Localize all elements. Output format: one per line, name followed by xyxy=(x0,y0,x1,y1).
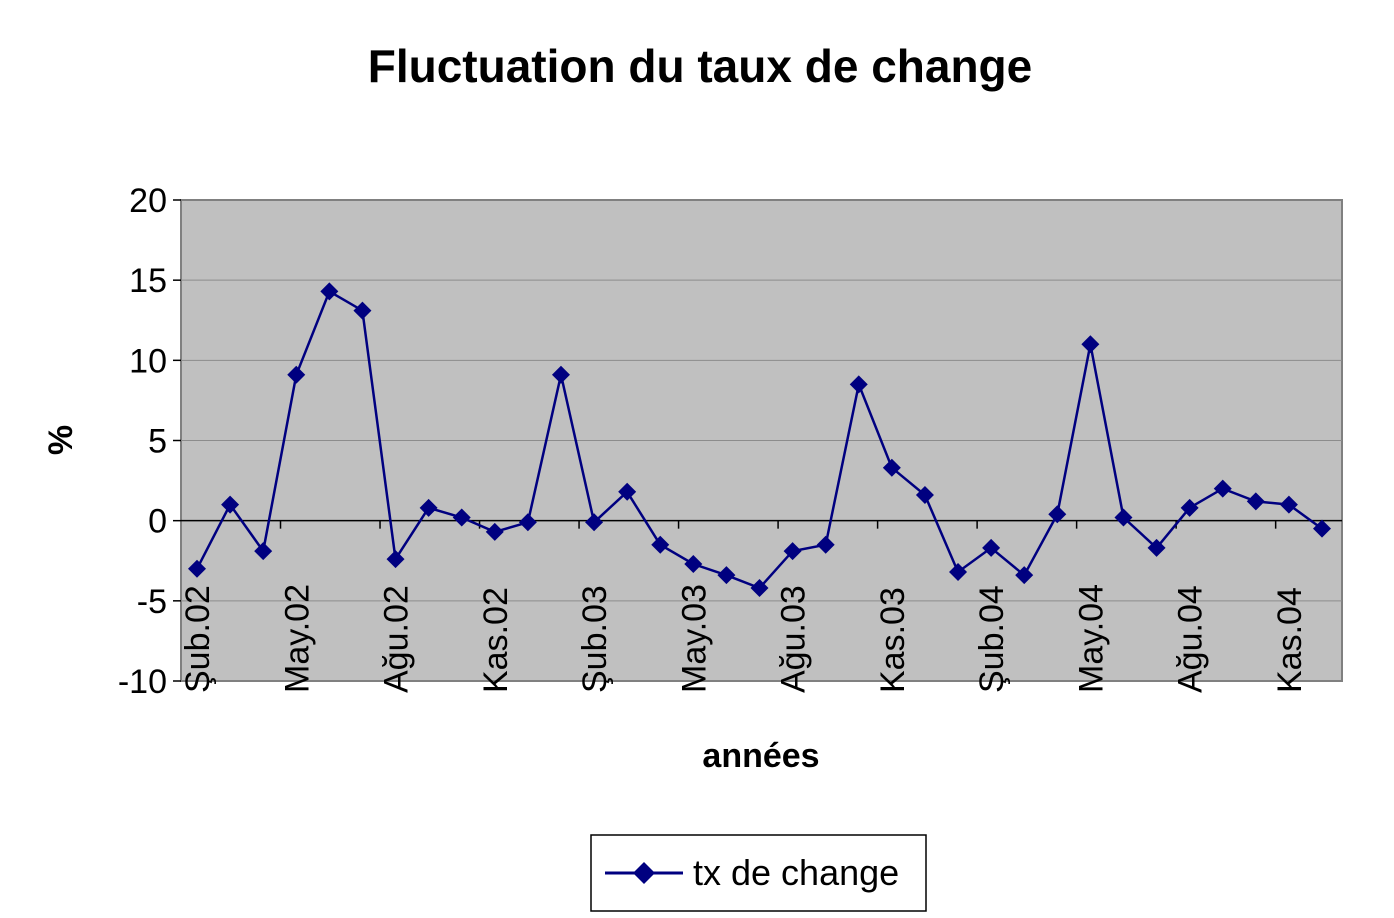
series-tx-de-change xyxy=(188,282,1331,598)
data-point xyxy=(949,562,968,581)
data-point xyxy=(254,542,273,561)
data-point xyxy=(1015,566,1034,585)
data-point xyxy=(518,513,537,532)
x-axis-ticks: Şub.02 May.02 Ağu.02 Kas.02 Şub.03 May.03 Ağu.… xyxy=(179,520,1309,693)
data-point xyxy=(1180,498,1199,517)
data-point xyxy=(353,301,372,320)
y-tick-label: 5 xyxy=(148,423,167,461)
data-point xyxy=(651,535,670,554)
x-tick-label: May.02 xyxy=(278,584,316,693)
y-axis-title: % xyxy=(42,425,80,455)
data-point xyxy=(188,559,206,578)
y-tick-label: -10 xyxy=(118,663,167,701)
data-point xyxy=(551,365,570,384)
data-point xyxy=(1048,505,1067,524)
data-point xyxy=(915,486,934,505)
gridlines xyxy=(181,279,1342,602)
chart-title: Fluctuation du taux de change xyxy=(368,40,1032,92)
x-tick-label: Kas.02 xyxy=(477,587,515,693)
y-axis-ticks: -10 -5 0 5 10 15 20 xyxy=(118,182,181,701)
x-axis-title: années xyxy=(702,737,819,775)
legend-label: tx de change xyxy=(693,852,899,893)
x-tick-label: Şub.03 xyxy=(576,585,614,693)
data-point xyxy=(982,538,1001,557)
data-point xyxy=(1147,538,1166,557)
data-point xyxy=(849,375,868,394)
data-point xyxy=(585,513,604,532)
x-tick-label: Ağu.02 xyxy=(378,585,416,693)
x-tick-label: May.03 xyxy=(675,584,713,693)
data-point xyxy=(1081,335,1100,354)
data-point xyxy=(1246,492,1265,511)
data-point xyxy=(320,282,339,301)
data-point xyxy=(684,554,703,573)
data-point xyxy=(1114,508,1133,527)
data-point xyxy=(1313,519,1331,538)
data-point xyxy=(717,566,736,585)
legend-marker xyxy=(633,862,655,884)
data-point xyxy=(618,482,637,501)
data-point xyxy=(419,498,438,517)
x-tick-label: May.04 xyxy=(1072,584,1110,693)
x-tick-label: Şub.02 xyxy=(179,585,217,693)
data-point xyxy=(386,550,405,569)
data-point xyxy=(452,508,471,527)
legend: tx de change xyxy=(590,834,927,912)
x-tick-label: Kas.04 xyxy=(1271,587,1309,693)
data-point xyxy=(882,458,901,477)
y-tick-label: 10 xyxy=(129,342,167,380)
data-point xyxy=(783,542,802,561)
x-tick-label: Kas.03 xyxy=(874,587,912,693)
y-tick-label: -5 xyxy=(137,583,167,621)
x-tick-label: Ağu.04 xyxy=(1172,585,1210,693)
data-point xyxy=(1213,479,1232,498)
data-point xyxy=(816,535,835,554)
y-tick-label: 0 xyxy=(148,503,167,541)
data-point xyxy=(485,522,504,541)
y-tick-label: 20 xyxy=(129,182,167,220)
x-tick-label: Ağu.03 xyxy=(775,585,813,693)
data-point xyxy=(750,579,769,598)
data-point xyxy=(221,495,240,514)
y-tick-label: 15 xyxy=(129,262,167,300)
data-point xyxy=(1279,495,1298,514)
data-point xyxy=(287,365,306,384)
x-tick-label: Şub.04 xyxy=(973,585,1011,693)
